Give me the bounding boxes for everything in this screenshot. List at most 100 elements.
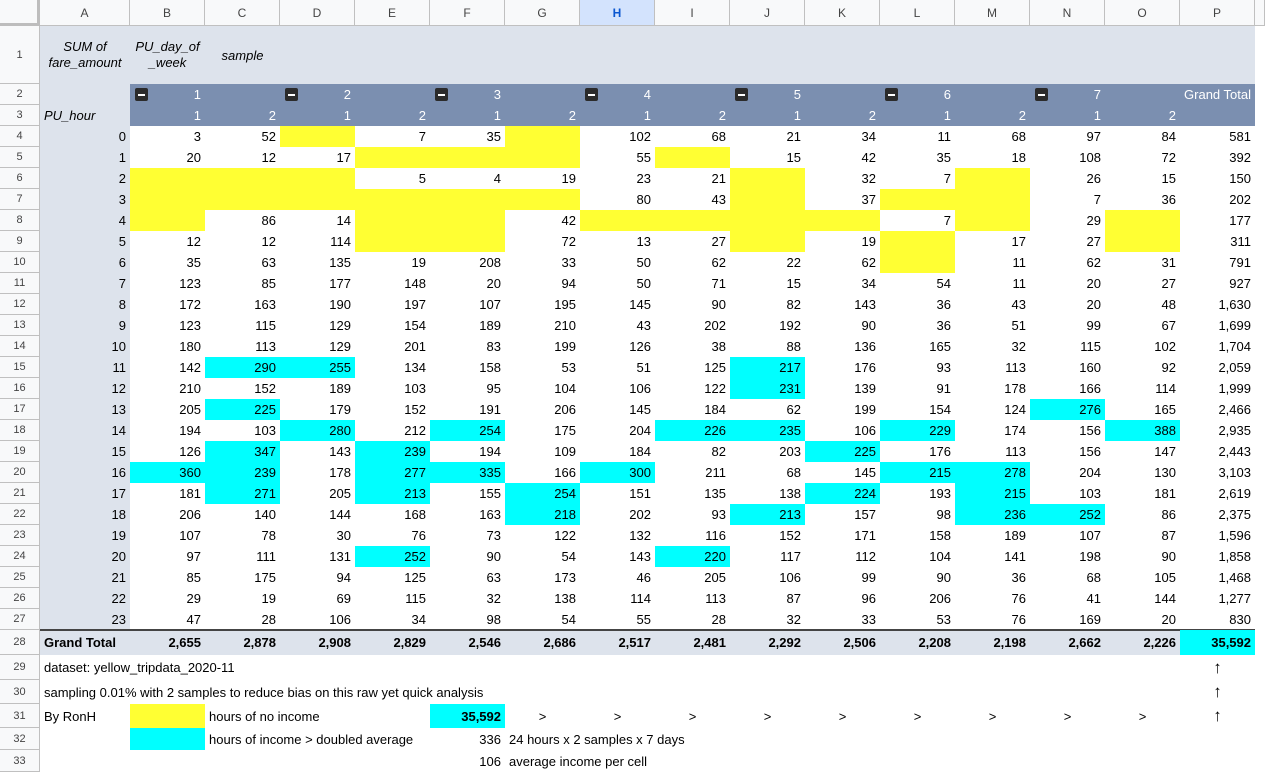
- data-cell[interactable]: 126: [629, 339, 651, 354]
- data-cell[interactable]: [1105, 231, 1180, 252]
- data-cell[interactable]: 116: [705, 528, 726, 543]
- row-header-14[interactable]: 14: [0, 336, 40, 357]
- data-cell[interactable]: 13: [636, 234, 651, 249]
- row-grand-total[interactable]: 1,999: [1218, 381, 1251, 396]
- row-header-12[interactable]: 12: [0, 294, 40, 315]
- day-header-5[interactable]: 5: [793, 87, 801, 102]
- data-cell[interactable]: 19: [561, 171, 576, 186]
- data-cell[interactable]: 11: [937, 129, 952, 144]
- data-cell[interactable]: 96: [861, 591, 876, 606]
- data-cell[interactable]: [355, 147, 430, 168]
- data-cell[interactable]: 29: [1086, 213, 1101, 228]
- data-cell[interactable]: 51: [1011, 318, 1026, 333]
- data-cell[interactable]: 99: [861, 570, 876, 585]
- data-cell[interactable]: 107: [1079, 528, 1101, 543]
- data-cell[interactable]: 254: [430, 420, 505, 441]
- day-header-3[interactable]: 3: [493, 87, 501, 102]
- collapse-day-5-icon[interactable]: [735, 88, 748, 101]
- data-cell[interactable]: [1105, 210, 1180, 231]
- data-cell[interactable]: 34: [411, 612, 426, 627]
- data-cell[interactable]: 62: [861, 255, 876, 270]
- data-cell[interactable]: 290: [205, 357, 280, 378]
- data-cell[interactable]: 42: [561, 213, 576, 228]
- day-header-1[interactable]: 1: [193, 87, 201, 102]
- row-grand-total[interactable]: 830: [1229, 612, 1251, 627]
- data-cell[interactable]: [730, 231, 805, 252]
- data-cell[interactable]: 55: [636, 150, 651, 165]
- data-cell[interactable]: 54: [936, 276, 951, 291]
- row-grand-total[interactable]: 150: [1229, 171, 1251, 186]
- row-header-15[interactable]: 15: [0, 357, 40, 378]
- data-cell[interactable]: 177: [329, 276, 351, 291]
- cells-count[interactable]: 336: [479, 731, 501, 747]
- column-grand-total[interactable]: 2,198: [993, 635, 1026, 650]
- data-cell[interactable]: 11: [1012, 276, 1027, 291]
- data-cell[interactable]: 34: [861, 276, 876, 291]
- cells-description[interactable]: 24 hours x 2 samples x 7 days: [509, 731, 685, 747]
- data-cell[interactable]: 141: [1004, 549, 1026, 564]
- data-cell[interactable]: 72: [561, 234, 576, 249]
- data-cell[interactable]: 151: [629, 486, 651, 501]
- select-all-corner[interactable]: [0, 0, 40, 26]
- data-cell[interactable]: 86: [1161, 507, 1176, 522]
- data-cell[interactable]: 215: [880, 462, 955, 483]
- column-grand-total[interactable]: 2,506: [843, 635, 876, 650]
- data-cell[interactable]: 178: [1004, 381, 1026, 396]
- legend-no-income-label[interactable]: hours of no income: [209, 708, 320, 724]
- data-cell[interactable]: 225: [205, 399, 280, 420]
- data-cell[interactable]: 193: [929, 486, 951, 501]
- row-header-21[interactable]: 21: [0, 483, 40, 504]
- data-cell[interactable]: 88: [786, 339, 801, 354]
- data-cell[interactable]: 176: [929, 444, 951, 459]
- data-cell[interactable]: 113: [705, 591, 726, 606]
- data-cell[interactable]: 114: [630, 591, 651, 606]
- row-header-16[interactable]: 16: [0, 378, 40, 399]
- data-cell[interactable]: 129: [329, 318, 351, 333]
- column-header-p[interactable]: P: [1180, 0, 1255, 26]
- data-cell[interactable]: 91: [936, 381, 951, 396]
- row-grand-total[interactable]: 2,935: [1218, 423, 1251, 438]
- data-cell[interactable]: 102: [1154, 339, 1176, 354]
- data-cell[interactable]: 129: [329, 339, 351, 354]
- data-cell[interactable]: [730, 189, 805, 210]
- data-cell[interactable]: 20: [186, 150, 201, 165]
- values-field-label[interactable]: SUM of fare_amount: [48, 39, 122, 70]
- data-cell[interactable]: 32: [486, 591, 501, 606]
- data-cell[interactable]: 68: [1011, 129, 1026, 144]
- data-cell[interactable]: 143: [329, 444, 351, 459]
- data-cell[interactable]: 35: [486, 129, 501, 144]
- data-cell[interactable]: 106: [329, 612, 351, 627]
- data-cell[interactable]: [430, 210, 505, 231]
- data-cell[interactable]: 157: [854, 507, 876, 522]
- data-cell[interactable]: 30: [336, 528, 351, 543]
- data-cell[interactable]: 50: [636, 255, 651, 270]
- data-cell[interactable]: 152: [779, 528, 801, 543]
- dataset-note[interactable]: dataset: yellow_tripdata_2020-11: [44, 660, 235, 675]
- data-cell[interactable]: 102: [629, 129, 651, 144]
- day-header-2[interactable]: 2: [343, 87, 351, 102]
- data-cell[interactable]: 123: [179, 276, 201, 291]
- data-cell[interactable]: 83: [486, 339, 501, 354]
- data-cell[interactable]: 48: [1161, 297, 1176, 312]
- data-cell[interactable]: 278: [955, 462, 1030, 483]
- data-cell[interactable]: 112: [855, 549, 876, 564]
- data-cell[interactable]: 123: [179, 318, 201, 333]
- row-header-6[interactable]: 6: [0, 168, 40, 189]
- data-cell[interactable]: 213: [355, 483, 430, 504]
- data-cell[interactable]: 15: [1161, 171, 1176, 186]
- data-cell[interactable]: 54: [561, 549, 576, 564]
- data-cell[interactable]: 131: [329, 549, 351, 564]
- data-cell[interactable]: 194: [479, 444, 501, 459]
- columns-field-label[interactable]: PU_day_of _week: [135, 39, 200, 70]
- row-grand-total[interactable]: 2,466: [1218, 402, 1251, 417]
- row-grand-total[interactable]: 791: [1229, 255, 1251, 270]
- column-grand-total[interactable]: 2,292: [768, 635, 801, 650]
- row-grand-total[interactable]: 2,059: [1218, 360, 1251, 375]
- data-cell[interactable]: 122: [554, 528, 576, 543]
- column-grand-total[interactable]: 2,226: [1143, 635, 1176, 650]
- data-cell[interactable]: 211: [705, 465, 726, 480]
- row-header-33[interactable]: 33: [0, 750, 40, 772]
- column-header-i[interactable]: I: [655, 0, 730, 26]
- data-cell[interactable]: 218: [505, 504, 580, 525]
- data-cell[interactable]: 103: [1079, 486, 1101, 501]
